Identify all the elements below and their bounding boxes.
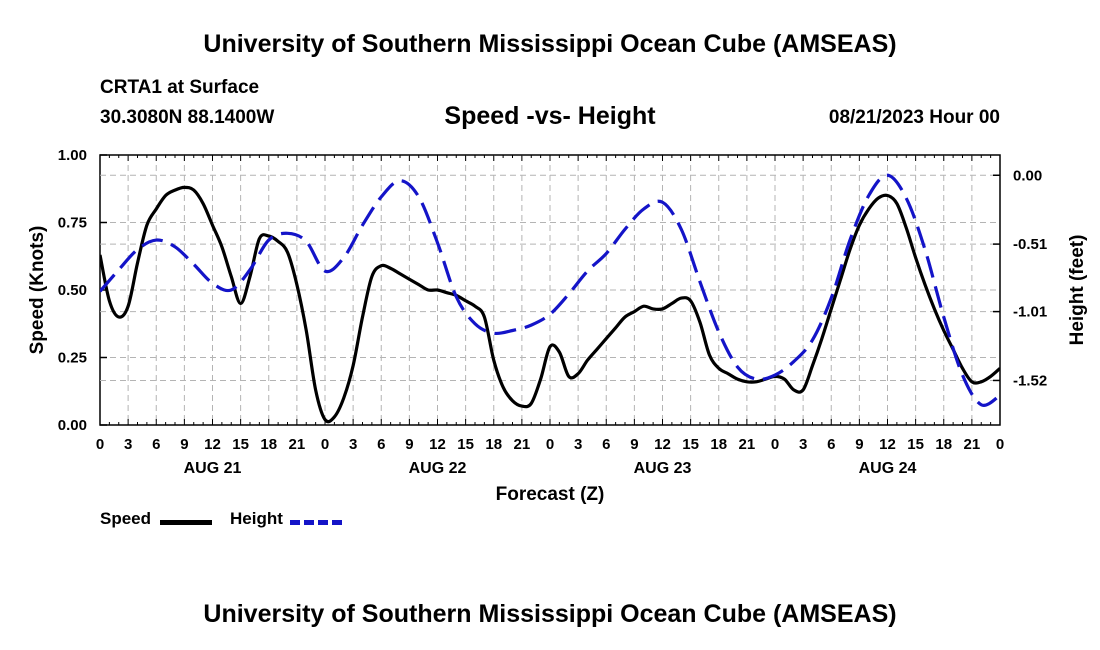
x-tick-label: 9 (405, 436, 413, 453)
x-tick-label: 12 (429, 436, 446, 453)
x-tick-label: 12 (879, 436, 896, 453)
day-label: AUG 23 (634, 460, 692, 477)
x-tick-label: 0 (996, 436, 1004, 453)
x-tick-label: 18 (485, 436, 502, 453)
chart-subtitle: Speed -vs- Height (444, 102, 656, 130)
x-tick-label: 3 (349, 436, 357, 453)
x-tick-label: 18 (710, 436, 727, 453)
x-tick-label: 9 (630, 436, 638, 453)
legend-speed-label: Speed (100, 509, 152, 528)
x-tick-label: 3 (799, 436, 807, 453)
x-tick-label: 21 (739, 436, 756, 453)
x-tick-label: 0 (96, 436, 104, 453)
y-tick-label: 1.00 (58, 147, 87, 164)
x-tick-label: 15 (232, 436, 249, 453)
x-tick-label: 21 (289, 436, 306, 453)
y2-tick-label: 0.00 (1013, 167, 1042, 184)
day-label: AUG 22 (409, 460, 467, 477)
x-tick-label: 0 (321, 436, 329, 453)
x-tick-label: 6 (377, 436, 385, 453)
x-tick-label: 18 (260, 436, 277, 453)
x-tick-label: 15 (907, 436, 924, 453)
x-tick-label: 6 (152, 436, 160, 453)
footer-title: University of Southern Mississippi Ocean… (203, 600, 897, 628)
y2-tick-label: -1.01 (1013, 304, 1047, 321)
x-tick-label: 6 (827, 436, 835, 453)
speed-series-line (100, 185, 1000, 424)
day-label: AUG 21 (184, 460, 242, 477)
y-tick-label: 0.00 (58, 417, 87, 434)
height-series-line (100, 173, 1000, 407)
y2-tick-label: -1.52 (1013, 372, 1047, 389)
x-axis-title: Forecast (Z) (496, 484, 605, 505)
page-title: University of Southern Mississippi Ocean… (203, 30, 897, 58)
y2-tick-label: -0.51 (1013, 236, 1047, 253)
x-tick-label: 15 (682, 436, 699, 453)
x-tick-label: 0 (771, 436, 779, 453)
location-label: 30.3080N 88.1400W (100, 107, 275, 128)
legend-speed-swatch (160, 520, 212, 525)
x-tick-label: 3 (124, 436, 132, 453)
x-tick-label: 3 (574, 436, 582, 453)
station-label: CRTA1 at Surface (100, 77, 260, 98)
legend-height-swatch (290, 520, 342, 525)
x-tick-label: 9 (855, 436, 863, 453)
y2-axis-title: Height (feet) (1067, 235, 1088, 346)
y-axis-title: Speed (Knots) (27, 226, 48, 355)
x-tick-label: 9 (180, 436, 188, 453)
x-tick-label: 12 (204, 436, 221, 453)
x-tick-label: 6 (602, 436, 610, 453)
day-label: AUG 24 (859, 460, 917, 477)
y-tick-label: 0.50 (58, 282, 87, 299)
y-tick-label: 0.75 (58, 215, 87, 232)
x-tick-label: 21 (964, 436, 981, 453)
x-tick-label: 15 (457, 436, 474, 453)
y-tick-label: 0.25 (58, 350, 87, 367)
legend-height-label: Height (230, 509, 283, 528)
x-tick-label: 21 (514, 436, 531, 453)
x-tick-label: 0 (546, 436, 554, 453)
x-tick-label: 18 (935, 436, 952, 453)
x-tick-label: 12 (654, 436, 671, 453)
timestamp-label: 08/21/2023 Hour 00 (828, 107, 1000, 128)
